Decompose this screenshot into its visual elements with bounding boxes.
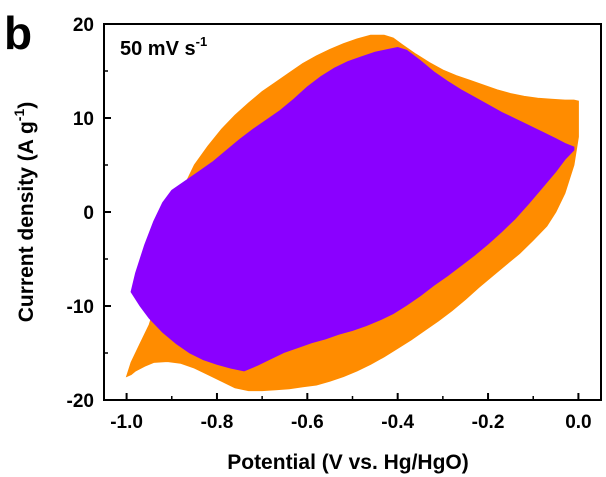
y-tick-label: -10: [67, 297, 94, 318]
y-tick-label: 20: [73, 15, 94, 36]
x-tick-label: -0.8: [201, 412, 234, 433]
x-tick-label: -1.0: [110, 412, 143, 433]
scan-rate-superscript: -1: [196, 34, 208, 49]
y-axis-title-close: ): [15, 102, 38, 109]
x-ticks: -1.0 -0.8 -0.6 -0.4 -0.2 0.0: [110, 393, 592, 433]
scan-rate-text: 50 mV s: [120, 38, 196, 60]
x-tick-label: -0.6: [291, 412, 324, 433]
y-tick-label: 10: [73, 109, 94, 130]
x-tick-label: 0.0: [565, 412, 591, 433]
y-ticks: -20 -10 0 10 20: [67, 15, 111, 412]
panel-label: b: [4, 7, 32, 59]
x-tick-label: -0.4: [381, 412, 414, 433]
y-axis-title-superscript: -1: [11, 109, 27, 122]
scan-rate-annotation: 50 mV s-1: [120, 34, 207, 60]
series-group: [125, 34, 579, 392]
y-tick-label: -20: [67, 391, 94, 412]
cv-loop-series-2: [130, 46, 575, 372]
x-axis-title: Potential (V vs. Hg/HgO): [227, 451, 469, 474]
y-axis-title: Current density (A g-1): [11, 102, 38, 323]
y-tick-label: 0: [83, 203, 94, 224]
x-tick-label: -0.2: [472, 412, 505, 433]
y-axis-title-main: Current density (A g: [15, 121, 38, 322]
